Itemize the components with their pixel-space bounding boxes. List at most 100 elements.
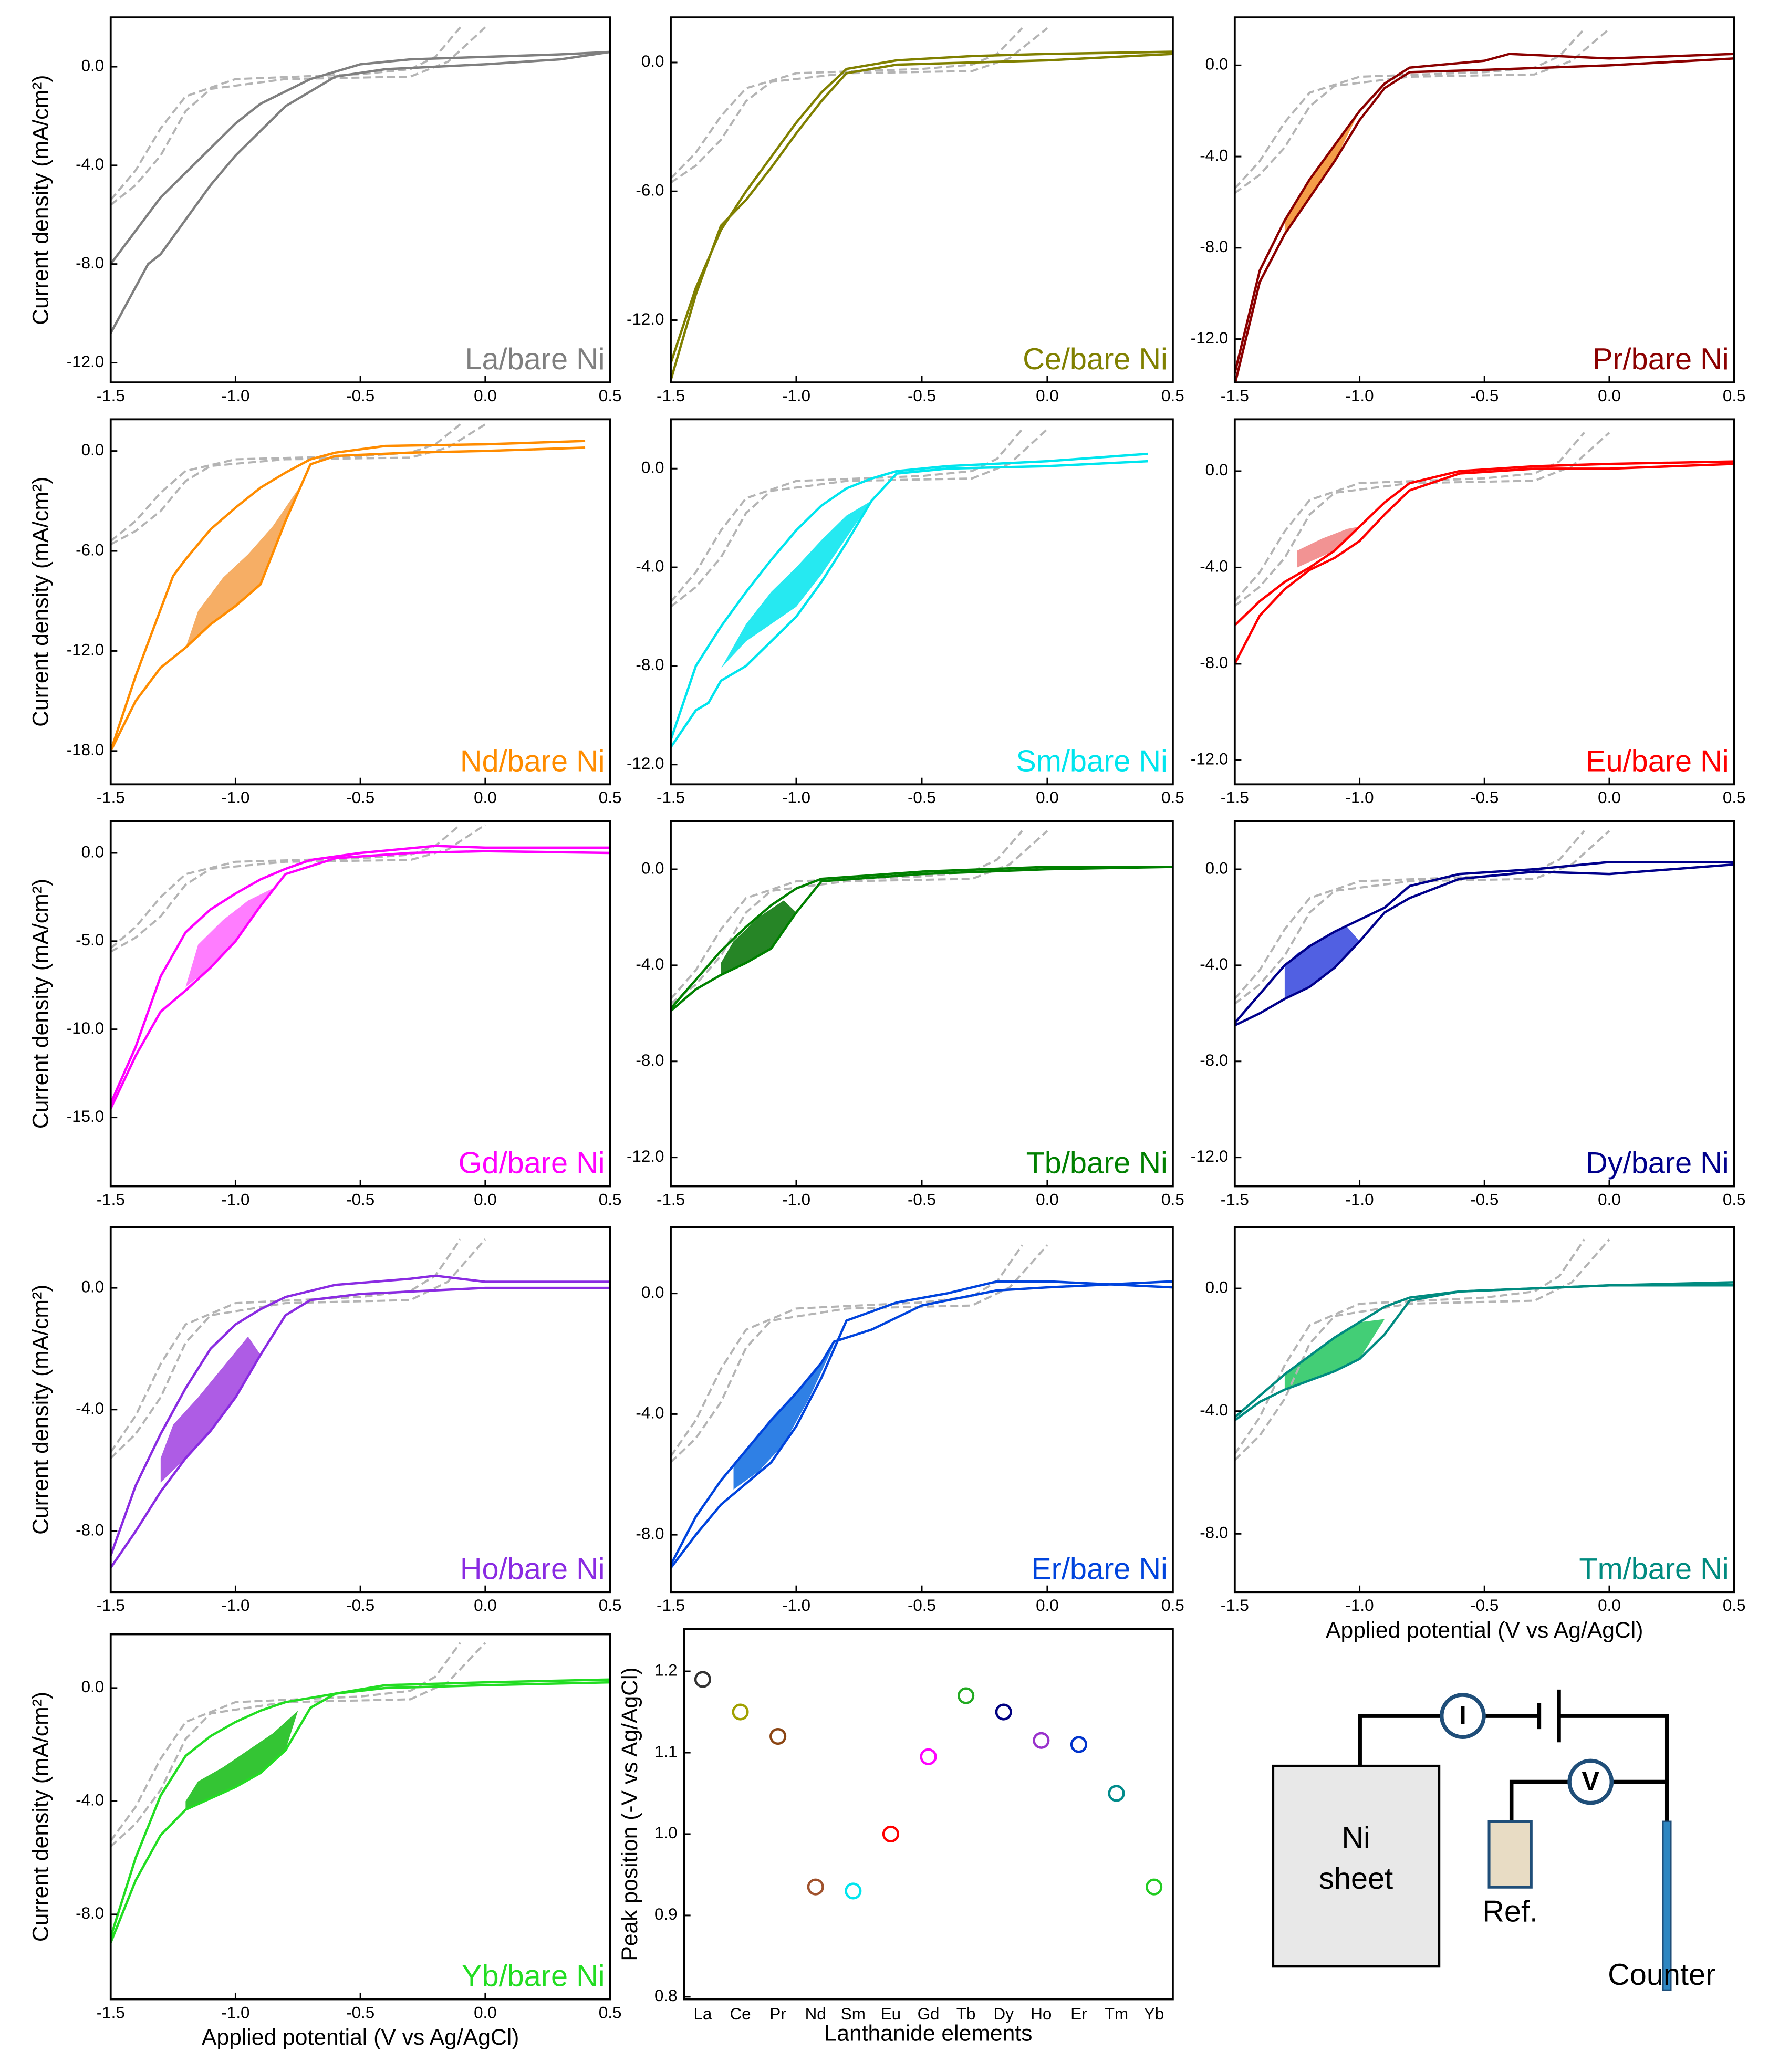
point (769, 1727, 787, 1745)
y-tick-label: 0.0 (641, 459, 664, 477)
plot-frame (109, 1226, 611, 1594)
x-tick-label: -1.5 (97, 1596, 125, 1615)
x-tick-label: Ce (730, 2005, 751, 2023)
y-axis-label: Current density (mA/cm²) (28, 879, 54, 1129)
x-tick-label: 0.0 (1598, 1596, 1621, 1615)
plot-area (671, 428, 1148, 748)
y-axis-label: Peak position (-V vs Ag/AgCl) (617, 1667, 642, 1961)
point (882, 1825, 899, 1843)
reference-curve (671, 1244, 1023, 1457)
plot-frame (683, 1628, 1174, 2001)
x-tick-label: 0.0 (474, 788, 497, 807)
plot-area (1234, 28, 1734, 383)
x-tick-label: 0.0 (474, 2003, 497, 2022)
panel-label: Ce/bare Ni (1023, 342, 1168, 376)
reference-curve (110, 1238, 486, 1459)
panel-label: Yb/bare Ni (462, 1960, 605, 1993)
y-tick-label: 0.0 (641, 52, 664, 70)
x-tick-label: 0.0 (1598, 387, 1621, 405)
x-tick-label: 0.5 (599, 1596, 622, 1615)
reference-curve (1234, 1238, 1586, 1455)
y-tick-label: 1.1 (654, 1742, 678, 1761)
reference-curve (1234, 28, 1585, 190)
reference-curve (1234, 1238, 1610, 1461)
x-tick-label: Dy (994, 2005, 1014, 2023)
y-tick-label: 0.0 (81, 56, 105, 75)
plot-area (1234, 1238, 1734, 1461)
cv-curve (1234, 57, 1734, 383)
x-tick-label: -0.5 (346, 1596, 374, 1615)
point (1108, 1785, 1125, 1802)
x-tick-label: -1.0 (782, 788, 810, 807)
x-tick-label: -1.0 (1346, 387, 1374, 405)
x-tick-label: -0.5 (346, 1190, 374, 1209)
x-axis-label: Applied potential (V vs Ag/AgCl) (202, 2025, 519, 2050)
point (694, 1671, 711, 1688)
plot-frame (1233, 1226, 1735, 1594)
wire (1509, 1779, 1570, 1821)
x-tick-label: -1.0 (1346, 788, 1374, 807)
y-tick-label: -4.0 (636, 557, 664, 575)
y-tick-label: -4.0 (1200, 557, 1228, 576)
reference-curve (671, 428, 1048, 608)
x-tick-label: 0.5 (599, 1190, 622, 1209)
reference-curve (110, 26, 486, 206)
x-tick-label: La (693, 2005, 712, 2023)
y-tick-label: 0.0 (641, 859, 664, 877)
y-tick-label: -12.0 (627, 1147, 664, 1165)
y-tick-label: -4.0 (636, 955, 664, 973)
point (1033, 1732, 1050, 1749)
panel-label: Tm/bare Ni (1579, 1552, 1729, 1586)
ni-sheet-label: sheet (1319, 1862, 1393, 1896)
x-tick-label: 0.5 (599, 387, 622, 405)
ni-sheet (1272, 1764, 1441, 1968)
cv-curve (110, 1678, 610, 1938)
ni-sheet-label: Ni (1341, 1821, 1370, 1855)
y-tick-label: -8.0 (636, 655, 664, 674)
cv-curve (1234, 1284, 1734, 1422)
shaded-area (160, 1336, 261, 1483)
x-tick-label: -1.0 (782, 1596, 810, 1615)
y-tick-label: 1.2 (654, 1661, 678, 1679)
shaded-area (721, 501, 872, 669)
current-symbol: I (1459, 1701, 1466, 1730)
circuit-diagram (1272, 1689, 1672, 1991)
x-tick-label: 0.5 (599, 2003, 622, 2022)
point (1146, 1878, 1163, 1896)
plot-area (110, 1238, 610, 1569)
x-tick-label: -1.5 (1221, 1596, 1249, 1615)
x-tick-label: -0.5 (1470, 788, 1499, 807)
x-tick-label: -0.5 (908, 788, 936, 807)
cv-curve (110, 1681, 610, 1943)
x-tick-label: -1.5 (657, 387, 685, 405)
cv-curve (110, 1286, 610, 1569)
y-tick-label: -12.0 (67, 352, 104, 371)
plot-area (110, 1642, 610, 1943)
panel-label: Dy/bare Ni (1586, 1147, 1729, 1180)
x-axis-label: Lanthanide elements (825, 2021, 1033, 2046)
cv-curve (110, 50, 610, 334)
point (845, 1882, 862, 1900)
cv-curve (1234, 1281, 1734, 1419)
y-tick-label: -12.0 (1191, 1147, 1228, 1165)
reference-curve (671, 1244, 1048, 1463)
shaded-area (1284, 1319, 1385, 1390)
plot-frame (109, 1633, 611, 2001)
x-tick-label: -0.5 (1470, 1190, 1499, 1209)
reference-curve (110, 824, 461, 949)
y-tick-label: -4.0 (636, 1404, 664, 1422)
y-tick-label: -4.0 (1200, 1401, 1228, 1419)
plot-frame (670, 418, 1174, 786)
y-axis-label: Current density (mA/cm²) (28, 1285, 54, 1535)
y-tick-label: -6.0 (636, 181, 664, 200)
point (807, 1878, 824, 1896)
plot-area (671, 27, 1173, 381)
reference-curve (671, 27, 1023, 180)
x-tick-label: 0.5 (1161, 1596, 1184, 1615)
x-tick-label: 0.5 (1723, 1596, 1746, 1615)
x-tick-label: -1.5 (1221, 788, 1249, 807)
x-tick-label: 0.5 (1723, 387, 1746, 405)
cv-curve (671, 1280, 1173, 1566)
reference-electrode (1487, 1820, 1533, 1889)
point (1070, 1736, 1087, 1753)
